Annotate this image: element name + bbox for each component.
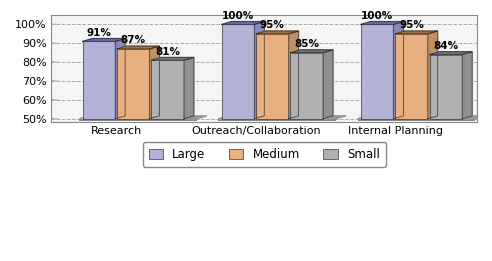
Polygon shape — [395, 31, 438, 34]
Polygon shape — [222, 22, 264, 25]
Bar — [361, 25, 394, 119]
Polygon shape — [115, 39, 125, 119]
Polygon shape — [117, 46, 159, 49]
Polygon shape — [430, 52, 472, 55]
Polygon shape — [218, 116, 346, 119]
Polygon shape — [323, 50, 333, 119]
Text: 87%: 87% — [121, 35, 146, 45]
Polygon shape — [462, 52, 472, 119]
Bar — [83, 41, 115, 119]
Bar — [117, 49, 150, 119]
Text: 100%: 100% — [361, 11, 393, 21]
Legend: Large, Medium, Small: Large, Medium, Small — [143, 142, 386, 167]
Bar — [256, 34, 289, 119]
Text: 84%: 84% — [433, 41, 459, 51]
Polygon shape — [428, 31, 438, 119]
Polygon shape — [254, 22, 264, 119]
Polygon shape — [256, 31, 299, 34]
Polygon shape — [394, 22, 403, 119]
Polygon shape — [361, 22, 403, 25]
Polygon shape — [289, 31, 299, 119]
Bar — [152, 60, 184, 119]
Polygon shape — [150, 46, 159, 119]
Bar — [395, 34, 428, 119]
Text: 81%: 81% — [155, 47, 180, 57]
Text: 95%: 95% — [399, 20, 424, 30]
Bar — [290, 53, 323, 119]
Bar — [79, 119, 197, 121]
Bar — [218, 119, 336, 121]
Polygon shape — [79, 116, 207, 119]
Polygon shape — [358, 116, 485, 119]
Polygon shape — [152, 57, 194, 60]
Text: 91%: 91% — [87, 28, 111, 38]
Text: 100%: 100% — [222, 11, 254, 21]
Polygon shape — [184, 57, 194, 119]
Text: 95%: 95% — [260, 20, 285, 30]
Bar — [430, 55, 462, 119]
Bar — [358, 119, 475, 121]
Bar — [222, 25, 254, 119]
Text: 85%: 85% — [294, 39, 319, 49]
Polygon shape — [83, 39, 125, 41]
Polygon shape — [290, 50, 333, 53]
